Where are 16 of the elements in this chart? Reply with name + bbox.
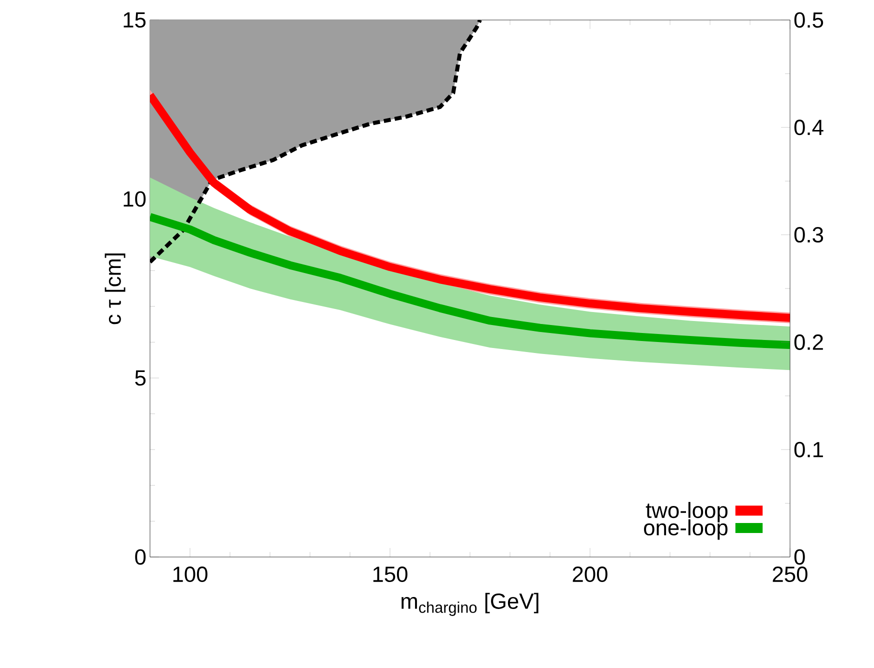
y-tick-label: 15 bbox=[124, 12, 146, 28]
y2-tick-label: 0.4 bbox=[794, 120, 824, 136]
y2-tick-label: 0.2 bbox=[794, 334, 823, 350]
y-tick-label: 0 bbox=[135, 549, 146, 565]
y-tick-label: 10 bbox=[124, 191, 146, 207]
y2-tick-label: 0.3 bbox=[794, 227, 824, 243]
x-axis-title: m$_{chargino}$ [GeV] bbox=[402, 592, 538, 616]
y2-tick-label: 0 bbox=[794, 549, 805, 565]
y-tick-label: 5 bbox=[135, 370, 146, 386]
y2-tick-label: 0.1 bbox=[794, 442, 823, 458]
x-tick-label: 200 bbox=[572, 566, 608, 582]
y2-tick-label: 0.5 bbox=[794, 12, 824, 28]
x-tick-label: 100 bbox=[173, 566, 208, 582]
x-tick-label: 250 bbox=[772, 566, 808, 582]
x-tick-label: 150 bbox=[373, 566, 408, 582]
y-axis-title: c τ [cm] bbox=[104, 253, 126, 324]
